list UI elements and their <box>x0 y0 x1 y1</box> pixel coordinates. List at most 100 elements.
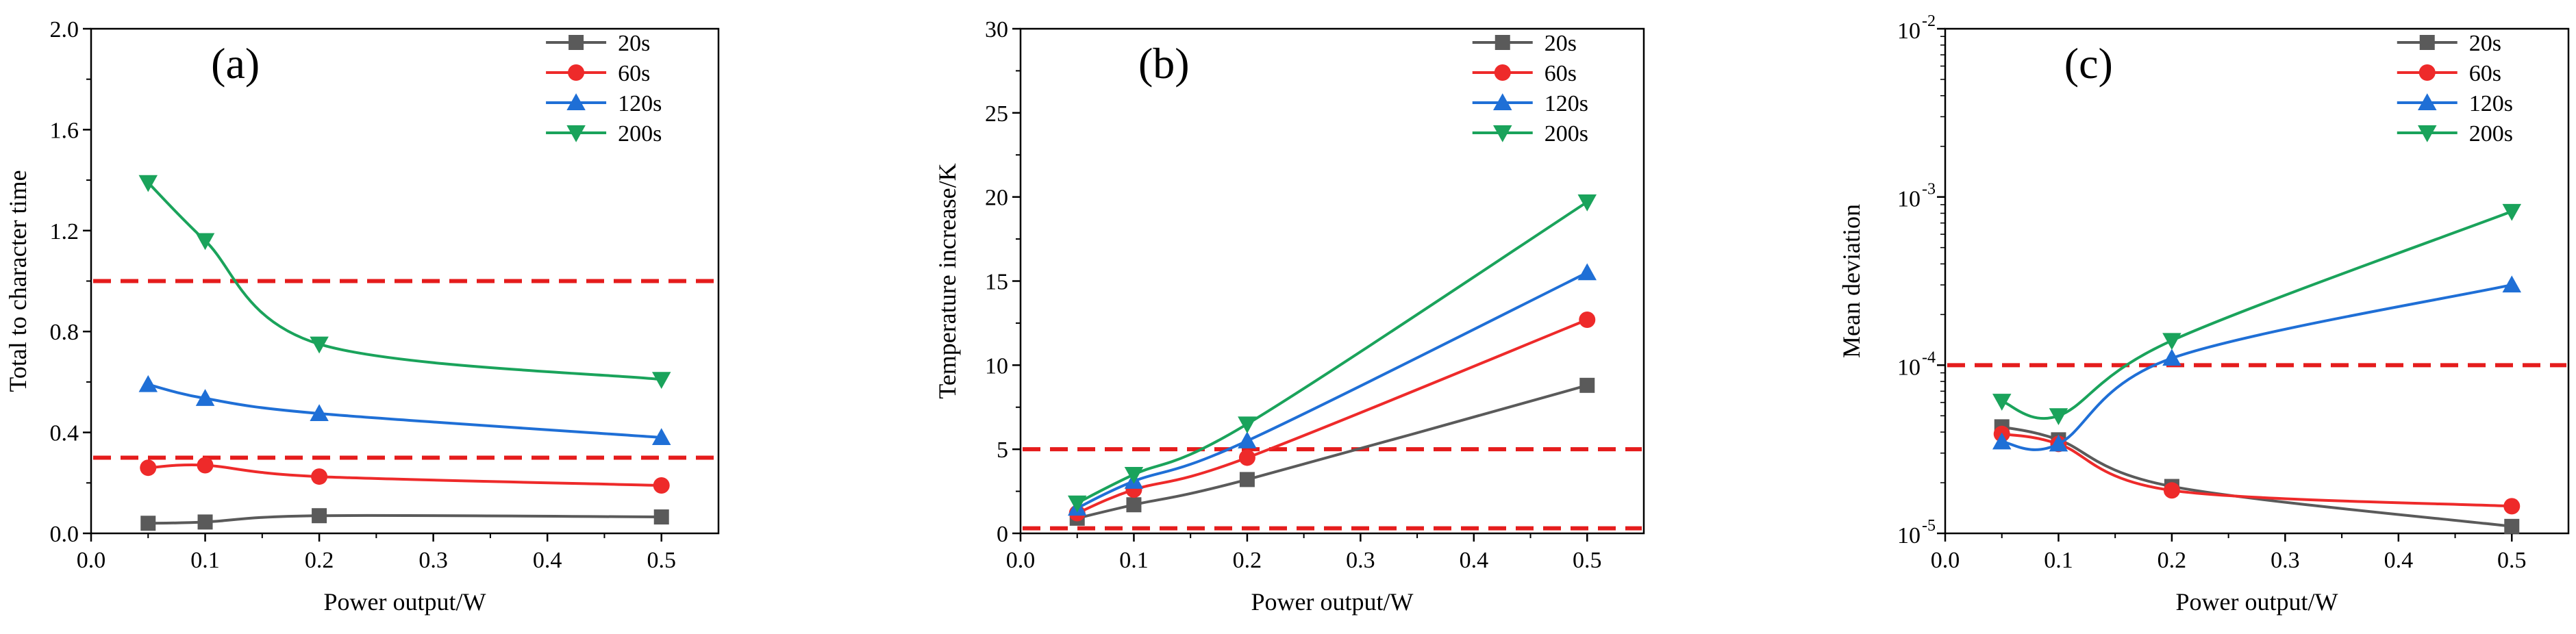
y-tick-label: 10 <box>1897 18 1921 44</box>
x-tick-label: 0.2 <box>1233 548 1262 573</box>
data-point-60s <box>311 468 328 485</box>
y-tick-label: 30 <box>985 17 1008 42</box>
data-point-60s <box>653 477 670 494</box>
data-point-60s <box>1579 312 1596 329</box>
x-tick-label: 0.2 <box>305 548 334 573</box>
data-point-200s <box>1577 194 1597 212</box>
x-axis-label: Power output/W <box>2176 588 2338 616</box>
legend-marker-200s <box>1493 125 1512 142</box>
legend-label-120s: 120s <box>618 91 662 116</box>
chart-panel-1: 0.0 0.1 0.2 0.3 0.4 0.5 0.0 0.4 0.8 1.2 1.6 2.0 Powe… <box>4 17 720 616</box>
y-tick-label: 10 <box>1897 187 1921 212</box>
data-point-20s <box>653 509 669 525</box>
x-tick-label: 0.5 <box>2497 548 2527 573</box>
y-axis-label: Mean deviation <box>1838 204 1865 358</box>
x-axis-label: Power output/W <box>324 588 486 616</box>
panel-label: (a) <box>211 39 260 88</box>
legend-label-120s: 120s <box>2469 91 2513 116</box>
y-tick-exponent: -4 <box>1922 348 1936 366</box>
legend-label-200s: 200s <box>618 121 662 147</box>
data-point-20s <box>1579 377 1595 393</box>
y-tick-label: 1.2 <box>50 219 79 244</box>
data-point-20s <box>1126 497 1142 513</box>
legend-marker-60s <box>1494 64 1511 81</box>
legend-label-200s: 200s <box>1545 121 1588 147</box>
x-tick-label: 0.2 <box>2158 548 2187 573</box>
x-tick-label: 0.4 <box>1460 548 1489 573</box>
x-tick-label: 0.0 <box>1931 548 1960 573</box>
data-point-20s <box>2504 518 2520 534</box>
legend-label-20s: 20s <box>2469 31 2501 56</box>
legend-marker-200s <box>2418 125 2437 142</box>
x-axis-label: Power output/W <box>1251 588 1414 616</box>
data-point-120s <box>2502 275 2522 293</box>
legend-marker-200s <box>566 125 586 142</box>
legend-label-60s: 60s <box>2469 61 2501 86</box>
data-point-20s <box>197 514 213 530</box>
y-tick-label: 0.0 <box>50 522 79 547</box>
x-tick-label: 0.5 <box>647 548 676 573</box>
y-tick-label: 15 <box>985 270 1008 295</box>
legend-label-60s: 60s <box>1545 61 1577 86</box>
x-tick-label: 0.0 <box>77 548 106 573</box>
y-tick-label: 2.0 <box>50 17 79 42</box>
chart-panel-3: 0.0 0.1 0.2 0.3 0.4 0.510-510-410-310 -2Power … <box>1838 12 2570 616</box>
series-line-120s <box>2001 283 2512 451</box>
data-point-60s <box>2163 482 2180 499</box>
legend-marker-20s <box>2419 35 2435 50</box>
x-tick-label: 0.3 <box>2271 548 2300 573</box>
series-line-120s <box>1076 271 1588 509</box>
legend-marker-20s <box>1495 35 1510 50</box>
series-line-20s <box>1077 383 1588 520</box>
data-point-20s <box>1239 472 1255 487</box>
x-tick-label: 0.1 <box>190 548 220 573</box>
series-line-60s <box>1076 318 1588 515</box>
data-point-200s <box>2162 333 2181 351</box>
legend-label-120s: 120s <box>1545 91 1588 116</box>
y-tick-label: 25 <box>985 101 1008 127</box>
data-point-120s <box>2049 434 2068 452</box>
y-tick-exponent: -5 <box>1922 517 1936 535</box>
y-tick-label: 1.6 <box>50 118 79 143</box>
data-point-120s <box>2162 348 2181 366</box>
y-axis-label: Total to character time <box>4 170 32 392</box>
data-point-200s <box>651 372 671 389</box>
legend: 20s 60s 120s 200s <box>546 31 662 147</box>
x-tick-label: 0.4 <box>533 548 562 573</box>
legend: 20s 60s 120s 200s <box>1472 31 1588 147</box>
y-tick-label: 0.4 <box>50 421 79 446</box>
legend-marker-120s <box>1493 93 1512 110</box>
series-line-120s <box>147 383 662 439</box>
series-line-200s <box>2001 210 2513 420</box>
data-point-200s <box>1992 394 2012 411</box>
y-tick-exponent: -3 <box>1922 181 1936 199</box>
chart-panel-2: 0.0 0.1 0.2 0.3 0.4 0.5 0 5 10 15 20 25 30 Power outp… <box>934 17 1645 616</box>
y-axis-label: Temperature increase/K <box>934 163 961 398</box>
y-tick-label: 10 <box>985 353 1008 379</box>
data-point-200s <box>1067 495 1087 513</box>
x-tick-label: 0.1 <box>2044 548 2073 573</box>
legend-marker-60s <box>568 64 585 81</box>
y-tick-label: 5 <box>997 438 1008 463</box>
data-point-200s <box>195 233 215 251</box>
plot-frame <box>1944 27 2570 535</box>
series-line-60s <box>2001 432 2512 508</box>
data-point-60s <box>2503 498 2521 515</box>
series-line-60s <box>148 464 662 487</box>
data-point-120s <box>1577 263 1597 281</box>
data-point-200s <box>2049 408 2068 426</box>
data-point-200s <box>2502 203 2522 221</box>
data-point-120s <box>1992 432 2012 450</box>
legend-marker-20s <box>568 35 584 50</box>
data-point-20s <box>312 508 327 524</box>
series-line-200s <box>147 181 662 381</box>
data-point-60s <box>140 459 157 477</box>
x-tick-label: 0.3 <box>1346 548 1375 573</box>
y-tick-exponent: -2 <box>1922 12 1936 30</box>
series-line-20s <box>148 513 662 525</box>
legend-label-60s: 60s <box>618 61 650 86</box>
x-tick-label: 0.5 <box>1573 548 1602 573</box>
data-point-120s <box>1238 431 1257 448</box>
legend-marker-120s <box>566 93 586 110</box>
